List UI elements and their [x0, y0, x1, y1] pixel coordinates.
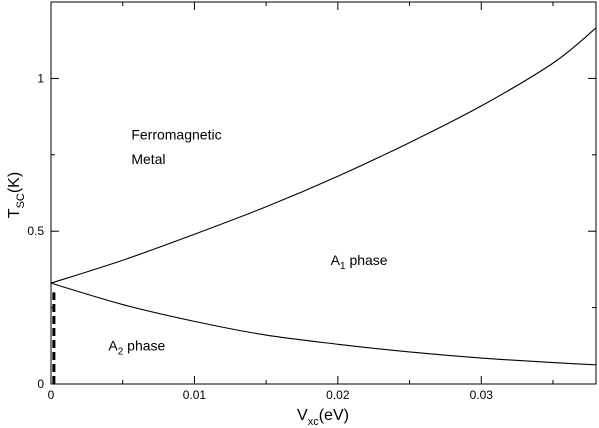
series-layer: [50, 27, 597, 384]
y-tick-label-1: 0.5: [27, 224, 44, 238]
x-tick-label-3: 0.03: [470, 388, 494, 402]
annotation-a2: A2 phase: [108, 337, 165, 357]
annotation-fm-line1: Ferromagnetic: [131, 127, 221, 143]
annotation-a1: A1 phase: [331, 252, 388, 272]
series-line-0: [50, 27, 597, 284]
ticks: 0 0.01 0.02 0.03 0 0.5 1: [27, 1, 596, 402]
plot-frame: [50, 1, 597, 385]
series-line-1: [50, 282, 597, 366]
annotation-fm-line2: Metal: [131, 151, 165, 167]
y-tick-label-0: 0: [37, 377, 44, 391]
y-axis-title: TSC(K): [6, 172, 27, 218]
x-tick-label-0: 0: [48, 388, 55, 402]
x-tick-label-1: 0.01: [183, 388, 207, 402]
annotations: Ferromagnetic Metal A1 phase A2 phase: [108, 127, 387, 358]
x-tick-label-2: 0.02: [326, 388, 350, 402]
y-tick-label-2: 1: [37, 71, 44, 85]
x-axis-title: Vxc(eV): [297, 407, 349, 428]
